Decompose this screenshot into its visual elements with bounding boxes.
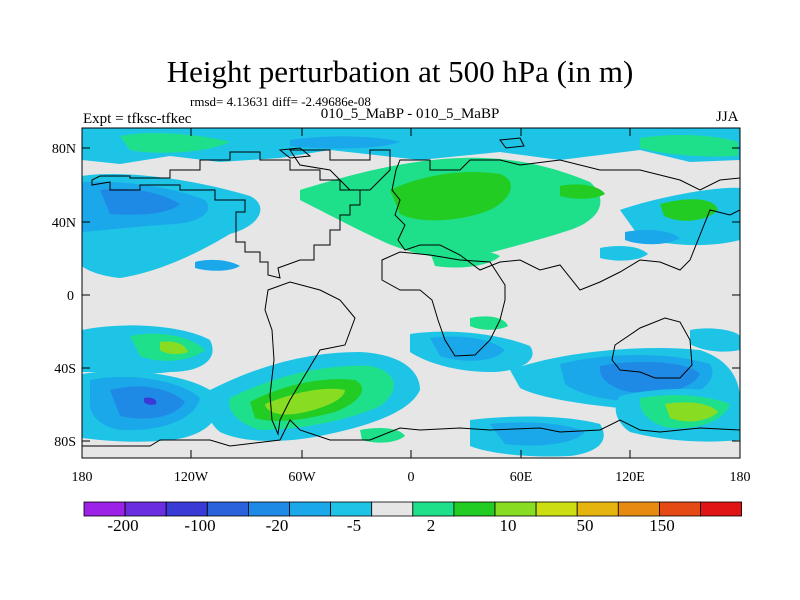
lon-label-180w: 180 <box>72 470 93 485</box>
colorbar-swatch <box>535 501 578 517</box>
lat-label-eq: 0 <box>67 289 74 304</box>
colorbar-swatch <box>83 501 126 517</box>
colorbar-label: 10 <box>500 516 517 535</box>
plot-title: Height perturbation at 500 hPa (in m) <box>166 54 634 89</box>
colorbar-label: -5 <box>347 516 361 535</box>
continent-outlines <box>82 137 740 447</box>
colorbar-swatch <box>289 501 331 517</box>
colorbar-swatch <box>412 501 455 517</box>
colorbar-swatch <box>576 501 619 517</box>
lon-label-120e: 120E <box>615 470 645 485</box>
experiment-label: Expt = tfksc-tfkec <box>83 111 192 127</box>
colorbar-label: 2 <box>427 516 436 535</box>
colorbar-labels: -200 -100 -20 -5 2 10 50 150 <box>107 516 674 535</box>
contour-fills <box>82 128 740 457</box>
colorbar-swatch <box>247 501 290 517</box>
lon-label-180e: 180 <box>730 470 751 485</box>
colorbar-swatch <box>124 501 167 517</box>
rmsd-stats: rmsd= 4.13631 diff= -2.49686e-08 <box>190 94 371 109</box>
colorbar-label: 50 <box>577 516 594 535</box>
colorbar <box>83 501 742 517</box>
colorbar-swatch <box>371 501 414 517</box>
lon-label-60w: 60W <box>288 470 316 485</box>
colorbar-label: -100 <box>184 516 215 535</box>
colorbar-label: -200 <box>107 516 138 535</box>
colorbar-swatch <box>700 501 742 517</box>
colorbar-swatch <box>494 501 537 517</box>
lon-label-0: 0 <box>408 470 415 485</box>
colorbar-swatch <box>453 501 496 517</box>
lat-label-80s: 80S <box>54 435 76 450</box>
map-panel: 80N 40N 0 40S 80S 180 120W 60W 0 60E 120… <box>52 127 751 485</box>
colorbar-swatch <box>330 501 373 517</box>
lat-label-40s: 40S <box>54 362 76 377</box>
comparison-label: 010_5_MaBP - 010_5_MaBP <box>320 106 500 122</box>
colorbar-swatch <box>165 501 208 517</box>
lat-label-40n: 40N <box>52 216 76 231</box>
colorbar-swatch <box>659 501 701 517</box>
season-label: JJA <box>716 109 739 125</box>
lat-label-80n: 80N <box>52 142 76 157</box>
colorbar-label: -20 <box>266 516 289 535</box>
colorbar-label: 150 <box>649 516 675 535</box>
lon-label-120w: 120W <box>174 470 209 485</box>
axis-ticks <box>82 128 740 458</box>
colorbar-swatch <box>206 501 249 517</box>
lon-label-60e: 60E <box>510 470 533 485</box>
colorbar-swatch <box>617 501 660 517</box>
